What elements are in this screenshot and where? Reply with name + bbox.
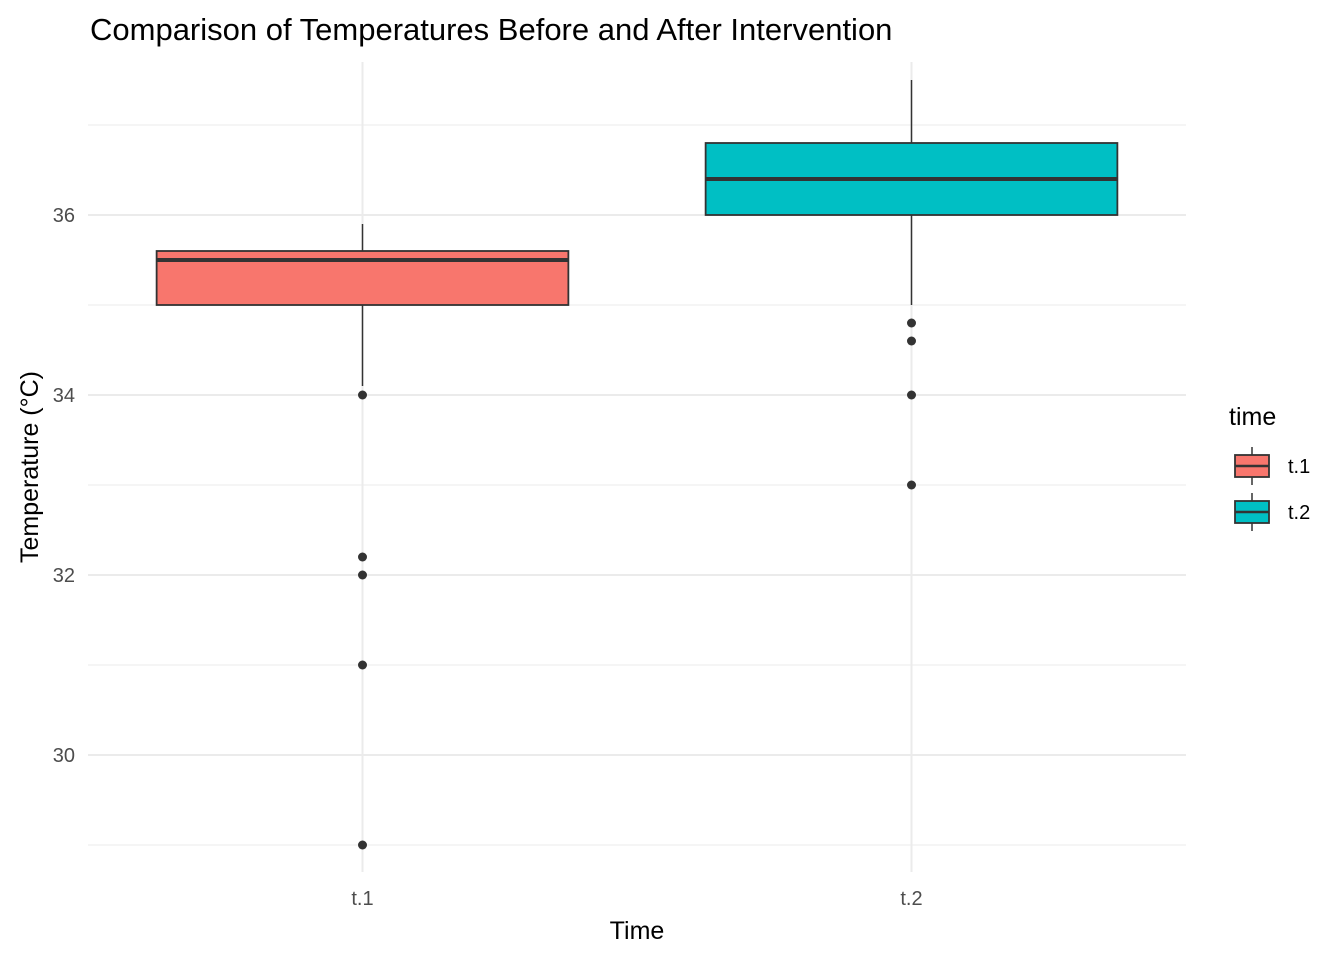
outlier-point [358,660,367,670]
legend-item-t.2: t.2 [1234,493,1310,531]
outlier-point [358,390,367,400]
outlier-point [907,390,916,400]
y-tick-label: 32 [53,565,75,587]
y-tick-label: 36 [53,205,75,227]
legend-title: time [1229,403,1276,431]
x-tick-label: t.1 [351,888,373,910]
box-t.2 [704,80,1119,490]
y-axis-ticks: 30 32 34 36 [53,205,75,767]
box-t.1 [155,224,570,850]
legend-label: t.1 [1288,456,1310,478]
outlier-point [907,480,916,490]
boxes [155,80,1119,850]
legend-label: t.2 [1288,502,1310,524]
x-tick-label: t.2 [900,888,922,910]
outlier-point [907,318,916,328]
x-axis-title: Time [610,917,665,945]
legend: time t.1 t.2 [1229,403,1310,531]
outlier-point [358,570,367,580]
x-axis-ticks: t.1 t.2 [351,888,922,910]
legend-item-t.1: t.1 [1234,447,1310,485]
chart-title: Comparison of Temperatures Before and Af… [90,12,892,47]
y-axis-title: Temperature (°C) [16,371,44,563]
y-tick-label: 30 [53,745,75,767]
outlier-point [907,336,916,346]
outlier-point [358,840,367,850]
outlier-point [358,552,367,562]
y-tick-label: 34 [53,385,75,407]
